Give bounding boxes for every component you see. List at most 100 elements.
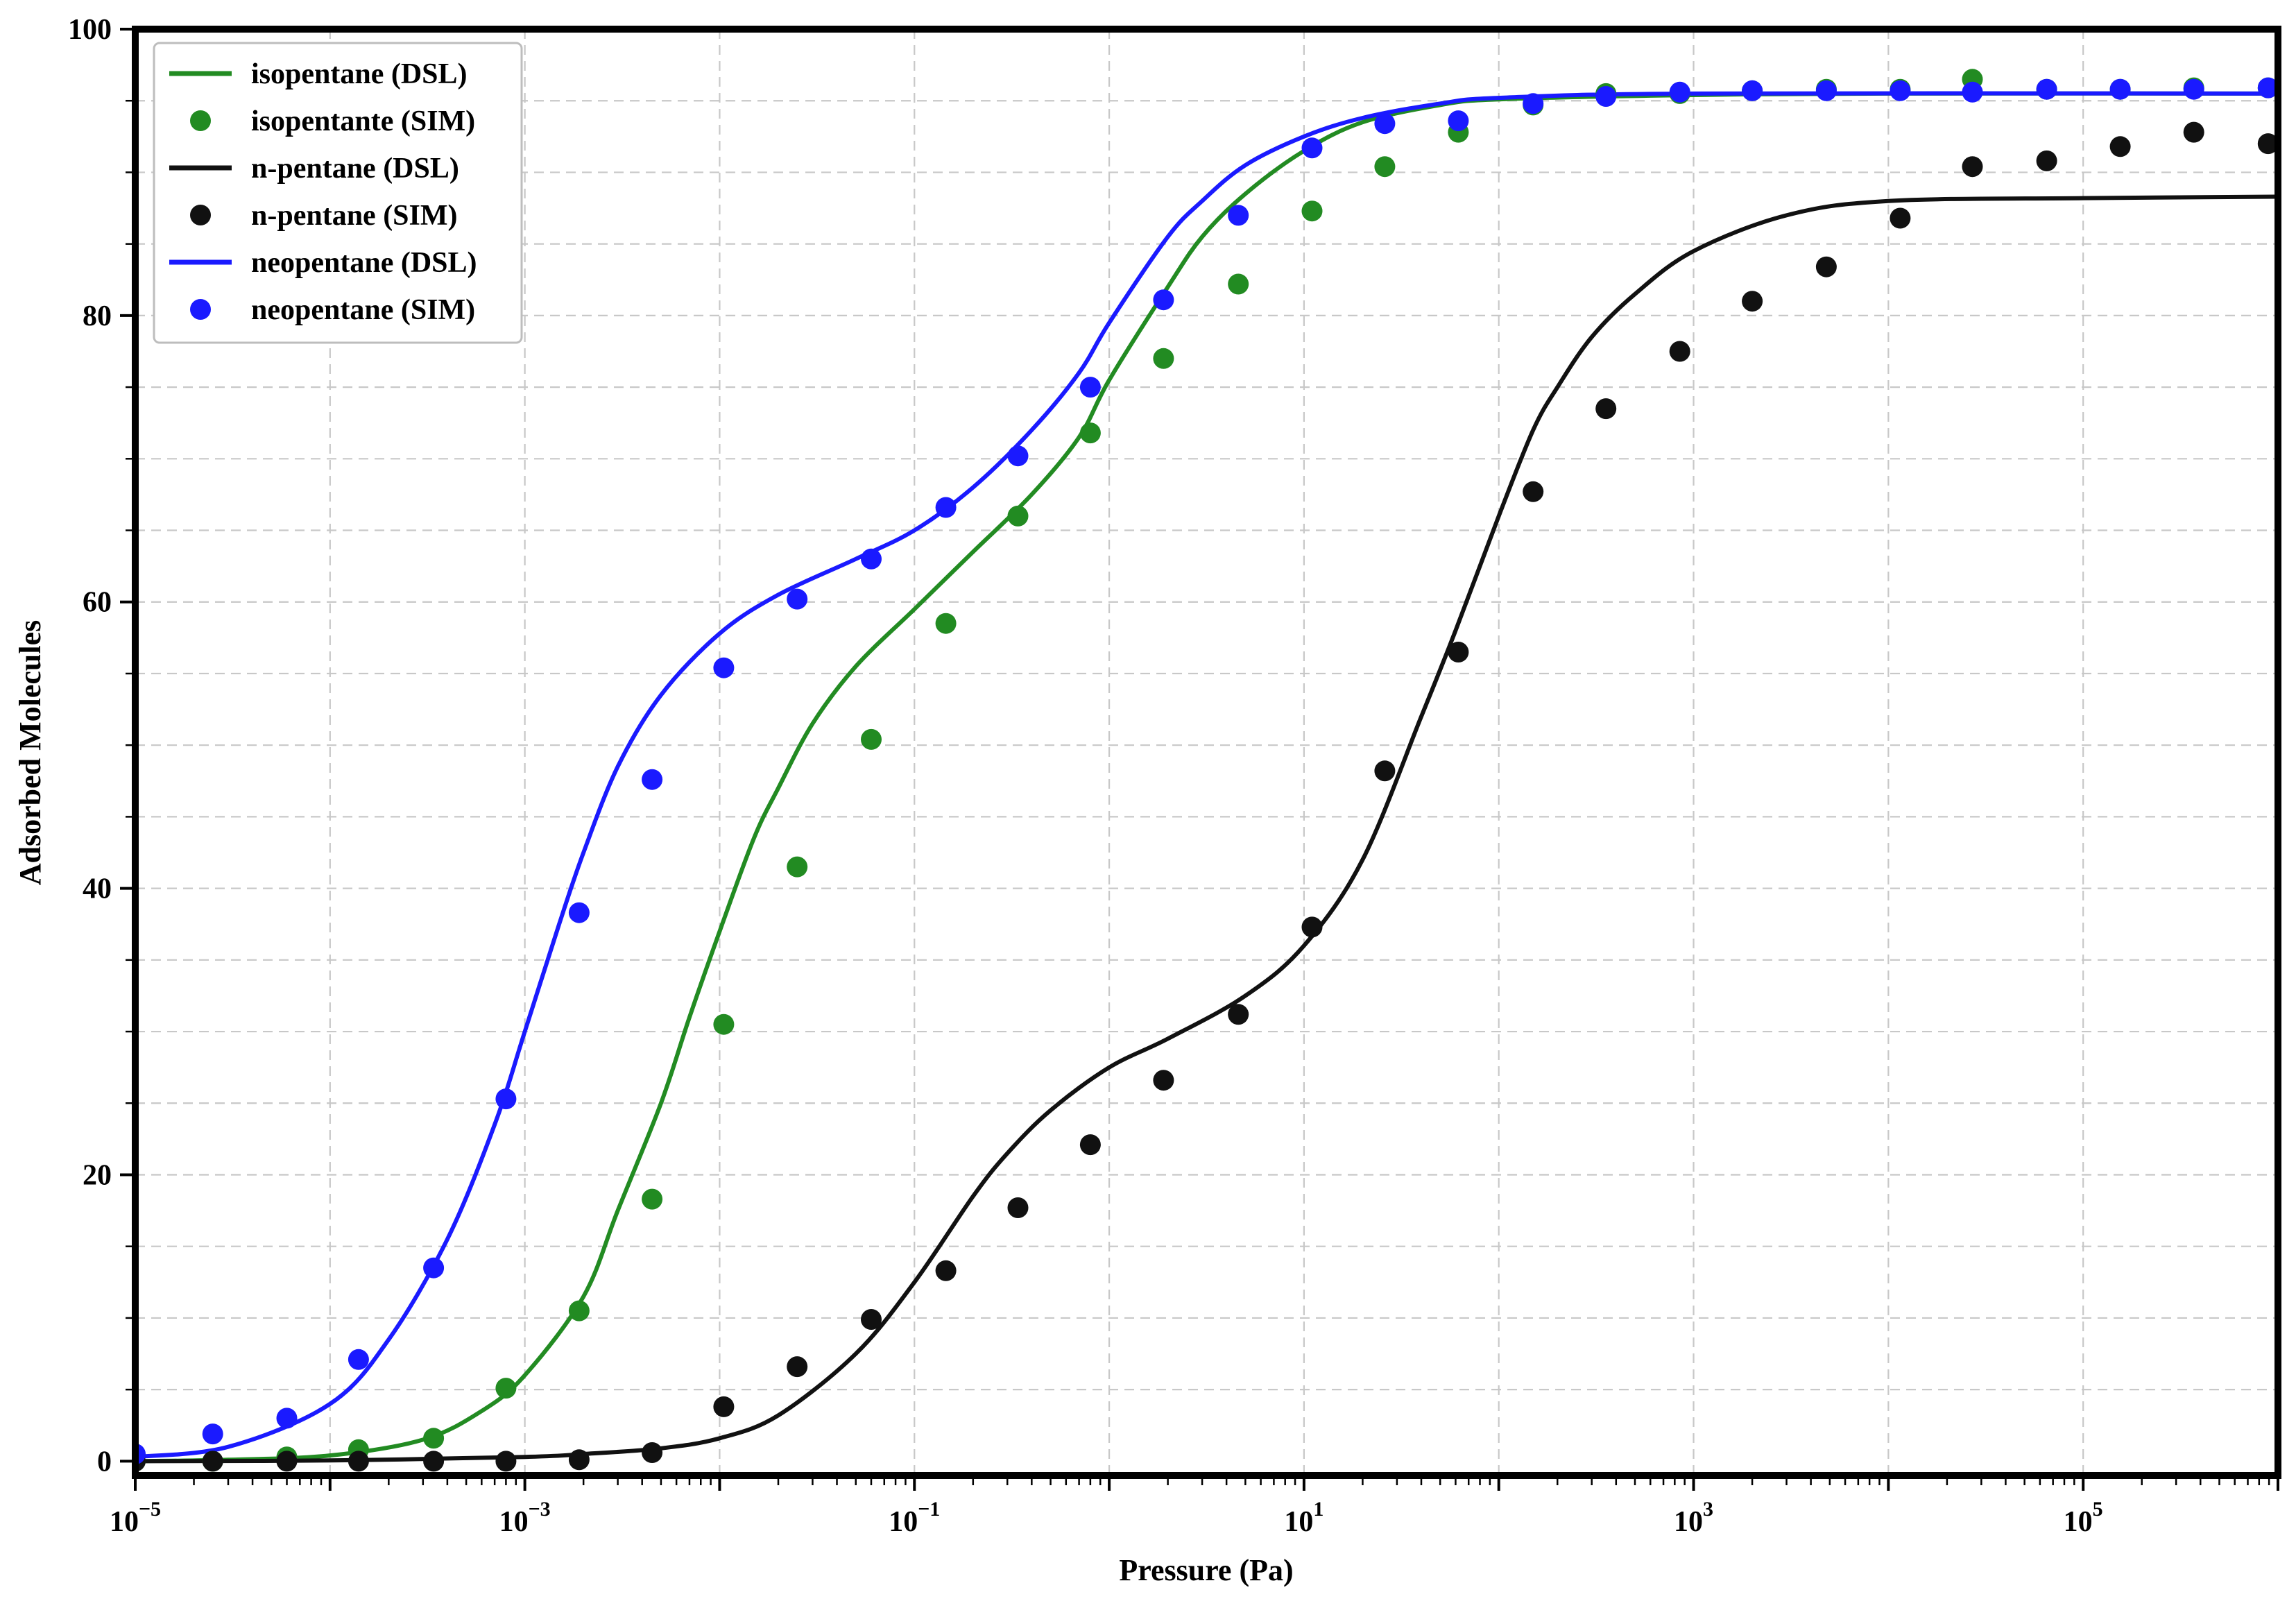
y-axis-title: Adsorbed Molecules	[13, 620, 47, 886]
legend-label: n-pentane (DSL)	[251, 153, 459, 185]
data-point	[1523, 481, 1544, 502]
data-point	[2036, 150, 2057, 171]
data-point	[1523, 93, 1544, 114]
data-point	[1448, 110, 1469, 132]
y-tick-label: 60	[83, 587, 112, 619]
data-point	[423, 1257, 445, 1278]
x-tick-label: 101	[1284, 1498, 1323, 1538]
y-tick-label: 20	[83, 1159, 112, 1191]
data-point	[1374, 113, 1396, 135]
legend-label: neopentane (DSL)	[251, 247, 477, 279]
x-tick-label-base: 10	[1674, 1506, 1703, 1538]
x-tick-label: 10−3	[499, 1498, 551, 1538]
data-point	[1890, 80, 1911, 101]
legend-label: neopentane (SIM)	[251, 294, 475, 326]
x-tick-label-base: 10	[889, 1506, 918, 1538]
axes-frame	[132, 26, 2281, 1479]
data-point	[1153, 289, 1174, 311]
data-point	[1448, 642, 1469, 662]
y-tick-label: 0	[97, 1446, 112, 1478]
data-point	[787, 856, 808, 878]
x-tick-label-base: 10	[110, 1506, 139, 1538]
data-point	[935, 613, 957, 634]
series-points-neopentane-sim	[135, 77, 2278, 1464]
legend-marker-swatch	[190, 299, 211, 320]
plot-area	[135, 69, 2278, 1472]
data-point	[495, 1378, 517, 1399]
x-tick-label-exponent: −5	[139, 1498, 161, 1521]
data-point	[1374, 156, 1396, 178]
data-point	[1007, 445, 1029, 467]
x-tick-label-exponent: 5	[2093, 1498, 2103, 1521]
y-tick-label: 100	[68, 14, 112, 46]
data-point	[1669, 341, 1690, 362]
series-line-neopentane-dsl	[135, 91, 2278, 1460]
data-point	[1742, 291, 1763, 312]
data-point	[1301, 916, 1323, 938]
data-point	[568, 1449, 590, 1471]
data-point	[861, 728, 882, 750]
data-point	[2183, 121, 2204, 143]
data-point	[1890, 207, 1911, 229]
legend-marker-swatch	[190, 205, 211, 225]
legend-label: isopentante (SIM)	[251, 105, 475, 137]
data-point	[861, 1309, 882, 1330]
legend-label: n-pentane (SIM)	[251, 200, 458, 232]
x-tick-label-exponent: 3	[1703, 1498, 1713, 1521]
data-point	[2257, 133, 2278, 155]
data-point	[1228, 1004, 1249, 1025]
data-point	[1153, 1070, 1174, 1091]
data-point	[1742, 80, 1763, 101]
data-point	[1669, 81, 1690, 103]
data-point	[642, 1188, 663, 1210]
data-point	[1301, 137, 1323, 159]
x-axis-title: Pressure (Pa)	[1119, 1553, 1293, 1587]
data-point	[568, 1300, 590, 1322]
data-point	[787, 1356, 808, 1378]
x-tick-label: 105	[2064, 1498, 2103, 1538]
data-point	[935, 497, 957, 518]
x-tick-label-base: 10	[1284, 1506, 1313, 1538]
data-point	[276, 1451, 298, 1472]
data-point	[202, 1423, 223, 1445]
data-point	[713, 657, 735, 678]
data-point	[1079, 422, 1101, 444]
data-point	[1007, 505, 1029, 527]
data-point	[423, 1428, 445, 1449]
data-point	[642, 769, 663, 790]
data-point	[1815, 256, 1837, 277]
x-tick-label-exponent: −3	[529, 1498, 551, 1521]
x-tick-label-exponent: 1	[1313, 1498, 1323, 1521]
data-point	[1007, 1197, 1029, 1218]
data-point	[202, 1451, 223, 1472]
data-point	[1079, 1134, 1101, 1156]
data-point	[1079, 377, 1101, 398]
legend-marker-swatch	[190, 110, 211, 131]
data-point	[2257, 77, 2278, 99]
data-point	[2109, 78, 2131, 100]
x-tick-label: 10−5	[110, 1498, 161, 1538]
data-point	[495, 1451, 517, 1472]
data-point	[713, 1396, 735, 1417]
data-point	[348, 1451, 369, 1472]
y-tick-label: 40	[83, 873, 112, 905]
data-point	[713, 1013, 735, 1035]
data-point	[1595, 86, 1617, 107]
data-point	[1228, 205, 1249, 226]
data-point	[568, 902, 590, 923]
data-point	[935, 1260, 957, 1281]
data-point	[1301, 200, 1323, 222]
x-tick-label: 103	[1674, 1498, 1713, 1538]
data-point	[2036, 78, 2057, 100]
legend-label: isopentane (DSL)	[251, 58, 468, 90]
data-point	[1228, 273, 1249, 295]
data-point	[787, 588, 808, 610]
data-point	[642, 1442, 663, 1463]
data-point	[1374, 760, 1396, 782]
data-point	[861, 548, 882, 570]
legend-box	[153, 42, 523, 344]
series-points-n-pentane-sim	[135, 121, 2278, 1472]
data-point	[276, 1408, 298, 1429]
